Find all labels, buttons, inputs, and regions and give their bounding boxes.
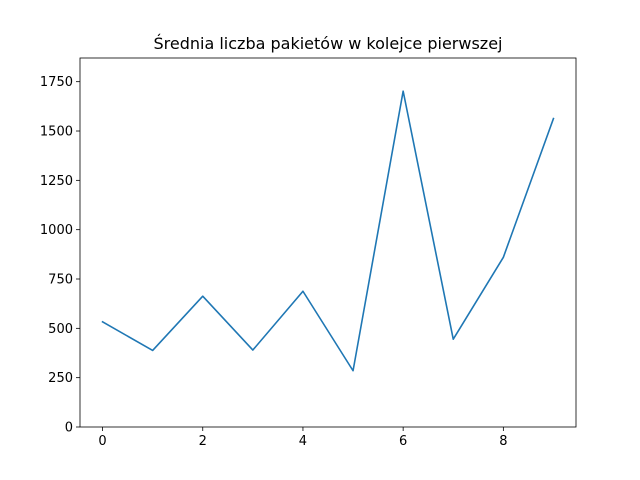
series-line-0 — [101, 90, 555, 372]
y-tick-label: 1500 — [40, 125, 73, 140]
x-tick-label: 6 — [399, 434, 407, 449]
y-tick-label: 250 — [48, 371, 73, 386]
y-tick-label: 0 — [65, 421, 73, 436]
y-tick-label: 1000 — [40, 223, 73, 238]
x-tick-label: 8 — [499, 434, 507, 449]
x-tick-label: 0 — [98, 434, 106, 449]
y-tick-label: 1250 — [40, 174, 73, 189]
chart-title: Średnia liczba pakietów w kolejce pierws… — [154, 34, 503, 53]
y-tick-label: 1750 — [40, 75, 73, 90]
plot-frame — [79, 57, 577, 428]
x-tick-label: 2 — [199, 434, 207, 449]
plot-area: 0 2 4 6 8 0 250 500 750 1000 1250 1500 1750 — [40, 57, 577, 449]
x-tick-label: 4 — [299, 434, 307, 449]
y-tick-label: 750 — [48, 273, 73, 288]
y-tick-label: 500 — [48, 322, 73, 337]
